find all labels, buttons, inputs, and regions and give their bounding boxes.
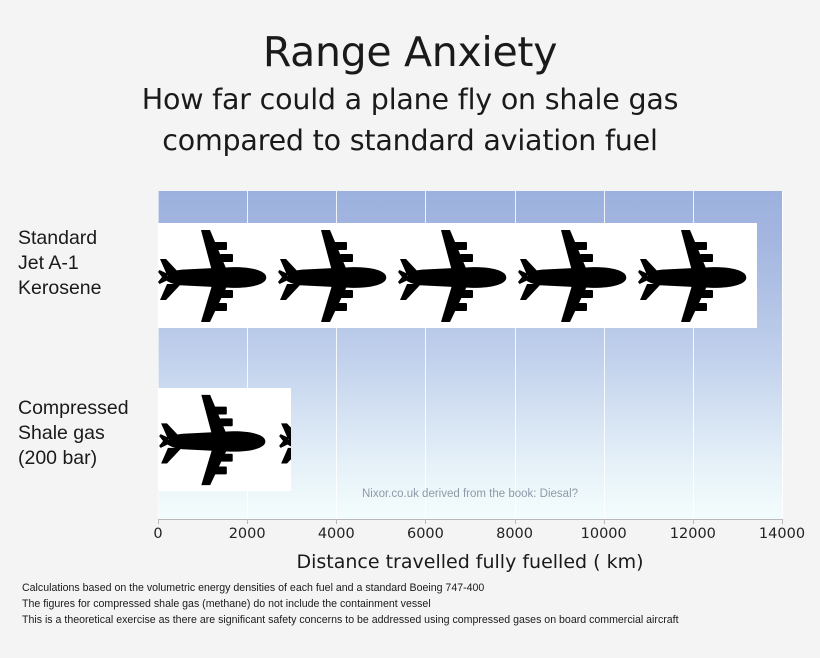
category-label-kerosene: Standard Jet A-1 Kerosene [18,226,158,300]
x-tick-0 [158,519,159,524]
footnotes: Calculations based on the volumetric ene… [22,580,782,628]
footnote-2: The figures for compressed shale gas (me… [22,598,431,611]
airplane-icon [158,223,278,328]
page-subtitle: How far could a plane fly on shale gas c… [0,80,820,161]
gridline-2000 [247,191,249,519]
subtitle-line-2: compared to standard aviation fuel [162,123,658,157]
x-tick-8000 [514,519,516,524]
gridline-14000 [782,191,783,519]
x-tick-4000 [336,519,338,524]
x-tick-label-4000: 4000 [317,526,355,542]
gridline-8000 [514,191,516,519]
plot-left-border [158,191,159,519]
category-label-kerosene-line3: Kerosene [18,276,102,299]
gridline-4000 [336,191,338,519]
airplane-icon [518,223,638,328]
x-tick-label-12000: 12000 [669,526,716,542]
airplane-icon [278,223,398,328]
category-label-shale-gas: Compressed Shale gas (200 bar) [18,396,158,470]
chart-watermark: Nixor.co.uk derived from the book: Diesa… [361,488,579,500]
header: Range Anxiety How far could a plane fly … [0,0,820,161]
airplane-icon [398,223,518,328]
subtitle-line-1: How far could a plane fly on shale gas [141,83,679,117]
x-tick-2000 [247,519,249,524]
page-title: Range Anxiety [262,28,558,76]
bar-kerosene [158,223,758,328]
category-label-kerosene-line2: Jet A-1 [18,251,79,274]
gridline-12000 [692,191,694,519]
gridline-6000 [425,191,427,519]
x-tick-label-14000: 14000 [758,526,806,542]
bar-shale-gas [158,388,292,491]
airplane-icon [158,388,278,491]
footnote-1: Calculations based on the volumetric ene… [22,582,485,594]
x-axis-title: Distance travelled fully fuelled ( km) [296,551,644,573]
gridline-10000 [603,191,605,519]
x-axis-line [158,519,782,520]
category-label-shale-line2: Shale gas [18,421,105,444]
x-tick-label-8000: 8000 [496,526,534,542]
chart-plot-area: Nixor.co.uk derived from the book: Diesa… [158,191,783,519]
category-label-shale-line1: Compressed [18,397,129,419]
x-tick-10000 [603,519,605,524]
x-tick-label-10000: 10000 [580,526,627,542]
category-label-kerosene-line1: Standard [18,227,98,249]
x-tick-12000 [692,519,694,524]
pictogram-planes-kerosene [158,223,757,328]
x-tick-label-0: 0 [153,526,163,542]
airplane-icon [638,223,757,328]
x-tick-14000 [782,519,783,524]
x-tick-label-2000: 2000 [228,526,266,542]
pictogram-planes-shale-gas [158,388,292,491]
airplane-icon [278,388,292,491]
footnote-3: This is a theoretical exercise as there … [22,614,679,627]
x-tick-6000 [425,519,427,524]
x-tick-label-6000: 6000 [406,526,444,542]
category-label-shale-line3: (200 bar) [18,446,98,469]
